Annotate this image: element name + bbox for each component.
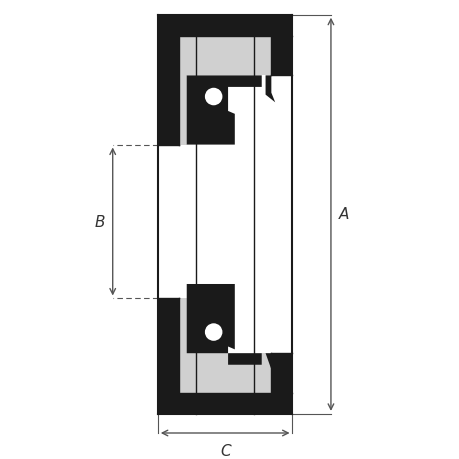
Text: B: B — [94, 214, 105, 230]
Polygon shape — [186, 285, 261, 365]
Polygon shape — [179, 76, 186, 146]
Text: A: A — [338, 207, 348, 222]
Polygon shape — [271, 37, 292, 76]
Polygon shape — [265, 76, 274, 103]
Polygon shape — [271, 353, 292, 393]
Polygon shape — [179, 299, 186, 353]
Polygon shape — [157, 16, 292, 37]
Polygon shape — [179, 353, 271, 393]
Circle shape — [204, 323, 223, 342]
Polygon shape — [179, 37, 271, 76]
Text: C: C — [219, 442, 230, 458]
Polygon shape — [157, 299, 179, 393]
Polygon shape — [265, 353, 274, 381]
Polygon shape — [186, 76, 261, 146]
Circle shape — [204, 88, 223, 107]
Polygon shape — [157, 37, 179, 146]
Polygon shape — [157, 393, 292, 414]
